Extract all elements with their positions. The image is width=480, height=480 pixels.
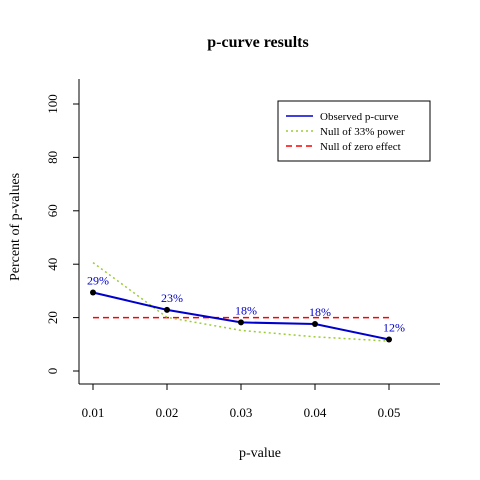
point-labels: 29% 23% 18% 18% 12% bbox=[87, 274, 405, 335]
y-tick-label: 0 bbox=[45, 368, 60, 375]
y-tick-label: 100 bbox=[45, 94, 60, 114]
legend-label-1: Null of 33% power bbox=[320, 126, 405, 138]
observed-point-label: 23% bbox=[161, 291, 183, 305]
observed-point bbox=[312, 321, 318, 327]
observed-point bbox=[238, 319, 244, 325]
x-axis-label: p-value bbox=[239, 446, 281, 461]
y-tick-label: 40 bbox=[45, 258, 60, 271]
observed-point-label: 18% bbox=[309, 305, 331, 319]
y-axis-label: Percent of p-values bbox=[8, 173, 23, 281]
observed-point bbox=[164, 307, 170, 313]
x-tick-label: 0.04 bbox=[304, 405, 327, 420]
observed-point-label: 18% bbox=[235, 303, 257, 317]
x-tick-label: 0.01 bbox=[82, 405, 105, 420]
y-tick-label: 20 bbox=[45, 311, 60, 324]
chart-title: p-curve results bbox=[207, 34, 308, 51]
y-tick-label: 60 bbox=[45, 204, 60, 217]
observed-point-label: 12% bbox=[383, 320, 405, 334]
x-tick-label: 0.05 bbox=[378, 405, 401, 420]
legend-label-0: Observed p-curve bbox=[320, 111, 399, 123]
y-ticks: 0 20 40 60 80 100 bbox=[45, 94, 79, 374]
observed-point bbox=[386, 336, 392, 342]
x-ticks: 0.01 0.02 0.03 0.04 0.05 bbox=[82, 384, 401, 420]
x-tick-label: 0.02 bbox=[156, 405, 179, 420]
x-tick-label: 0.03 bbox=[230, 405, 253, 420]
legend: Observed p-curve Null of 33% power Null of… bbox=[278, 101, 430, 161]
observed-point bbox=[90, 290, 96, 296]
y-tick-label: 80 bbox=[45, 151, 60, 164]
legend-label-2: Null of zero effect bbox=[320, 141, 401, 153]
observed-point-label: 29% bbox=[87, 274, 109, 288]
